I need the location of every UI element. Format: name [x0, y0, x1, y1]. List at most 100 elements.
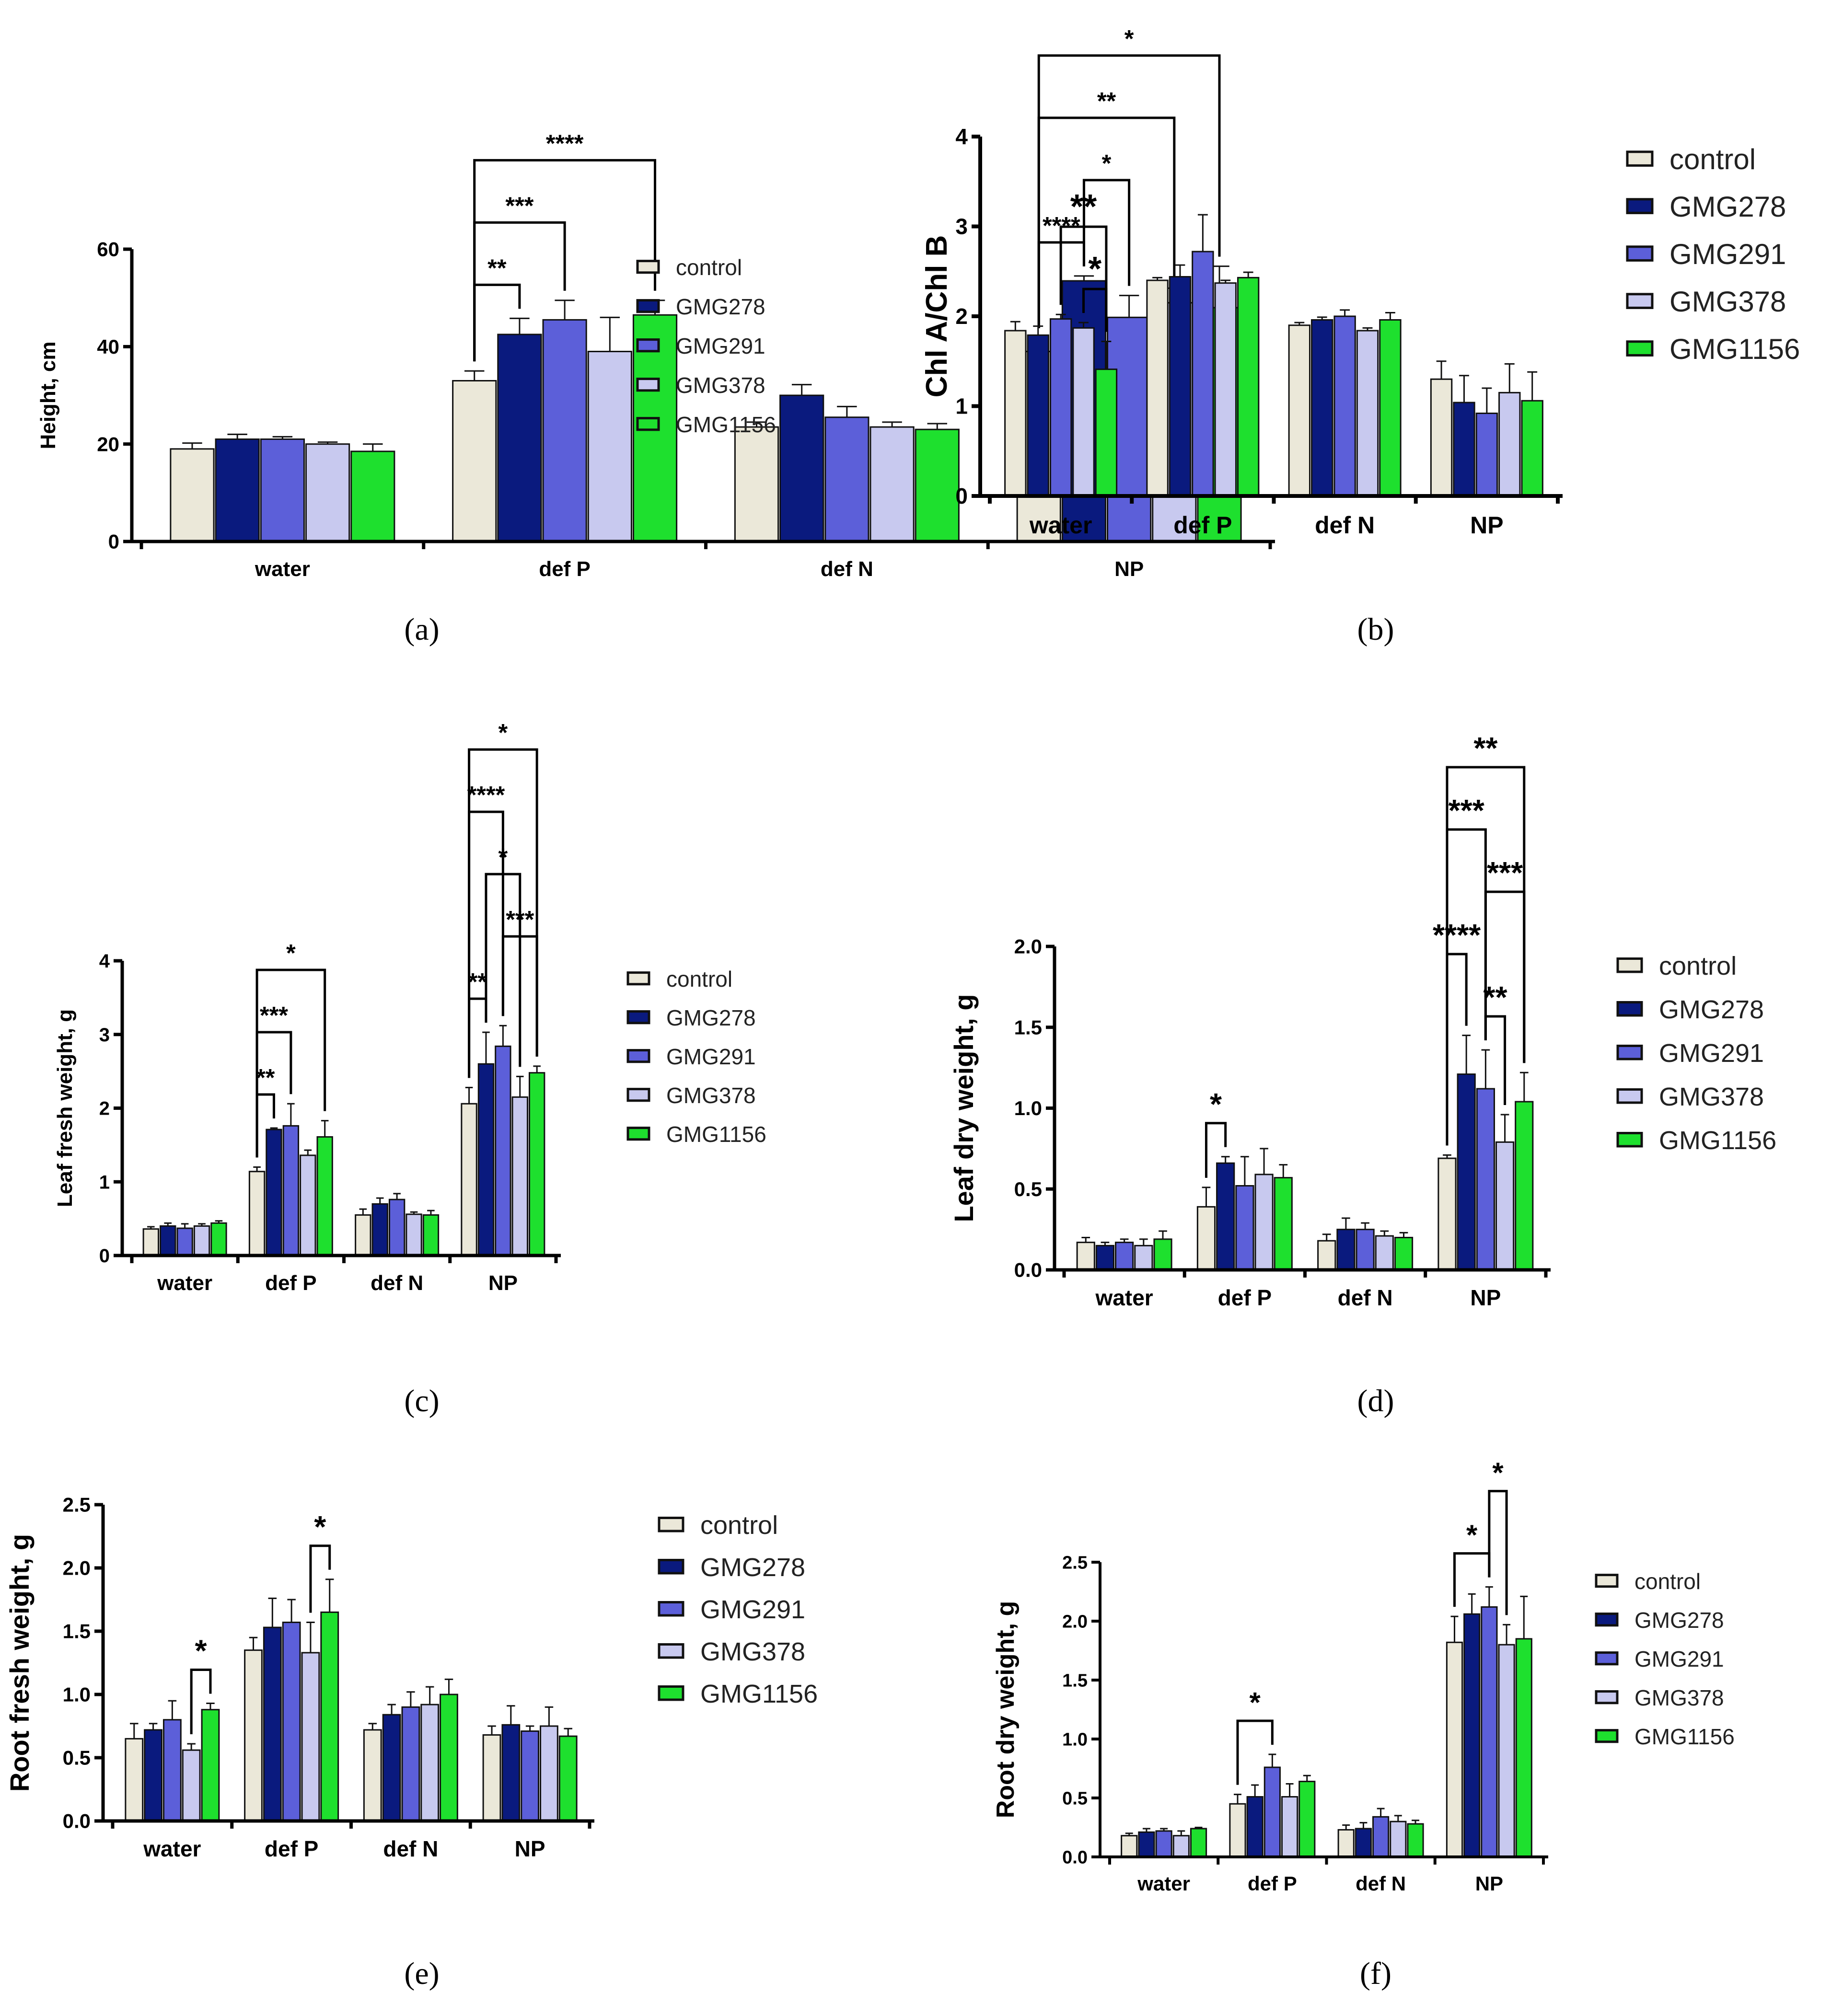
- legend-swatch: [1595, 1651, 1619, 1666]
- significance-bracket: [1488, 1490, 1508, 1615]
- y-tick-label: 1.5: [63, 1620, 91, 1643]
- y-tick-label: 0.5: [1062, 1788, 1088, 1809]
- significance-label: **: [1483, 980, 1507, 1014]
- bar: [1076, 1242, 1095, 1271]
- bar: [282, 1125, 300, 1256]
- y-tick-label: 0.5: [63, 1747, 91, 1769]
- significance-label: *: [1088, 250, 1101, 288]
- legend-label: control: [676, 255, 742, 280]
- y-axis-label: Leaf dry weight, g: [949, 994, 979, 1222]
- significance-label: ***: [260, 1002, 288, 1029]
- legend-label: GMG278: [700, 1553, 805, 1582]
- bar: [1515, 1638, 1532, 1858]
- x-category-label: def N: [1338, 1285, 1393, 1310]
- bar: [1246, 1796, 1263, 1858]
- bar: [477, 1063, 495, 1256]
- x-category-label: def N: [821, 557, 873, 581]
- bar: [1356, 1229, 1375, 1271]
- bar: [1049, 318, 1072, 497]
- bar: [1274, 1177, 1293, 1271]
- bar: [542, 319, 587, 542]
- legend-label: GMG291: [666, 1044, 756, 1069]
- bar: [1134, 1244, 1153, 1271]
- bar: [461, 1103, 477, 1256]
- significance-bracket: [473, 159, 657, 362]
- significance-bracket: [1082, 179, 1131, 286]
- bar: [382, 1714, 401, 1822]
- bar: [1192, 251, 1214, 497]
- bar: [320, 1611, 339, 1822]
- bar: [160, 1225, 176, 1256]
- y-tick-label: 1.5: [1014, 1016, 1042, 1038]
- bar: [301, 1652, 320, 1822]
- y-tick-label: 3: [955, 214, 968, 239]
- bar: [1288, 324, 1311, 497]
- y-tick-label: 0: [955, 484, 968, 508]
- significance-bracket: [1037, 54, 1221, 329]
- bar: [350, 450, 395, 542]
- significance-label: *: [314, 1509, 326, 1544]
- legend-swatch: [626, 1049, 650, 1063]
- significance-label: *: [195, 1633, 207, 1668]
- bar: [1515, 1101, 1534, 1271]
- legend-swatch: [626, 1088, 650, 1102]
- x-category-label: def N: [371, 1271, 423, 1295]
- y-axis-label: Height, cm: [36, 342, 60, 449]
- legend-label: GMG378: [666, 1083, 756, 1108]
- bar: [176, 1227, 193, 1256]
- legend-swatch: [1595, 1729, 1619, 1743]
- legend-swatch: [658, 1685, 684, 1701]
- bar: [528, 1072, 545, 1256]
- bar: [144, 1729, 162, 1822]
- x-category-label: water: [1137, 1872, 1190, 1895]
- y-tick-label: 2.0: [1062, 1612, 1088, 1632]
- bar: [1190, 1828, 1207, 1858]
- bar: [1476, 1088, 1495, 1271]
- panel-caption: (e): [404, 1956, 439, 1991]
- bar: [779, 394, 824, 542]
- y-tick-label: 1.0: [1014, 1097, 1042, 1119]
- bar: [482, 1734, 501, 1822]
- bar: [1457, 1073, 1476, 1271]
- x-category-label: NP: [1475, 1872, 1503, 1895]
- bar: [388, 1198, 406, 1256]
- y-tick-label: 2.5: [1062, 1553, 1088, 1573]
- bar: [1372, 1816, 1390, 1858]
- legend-label: GMG278: [676, 294, 765, 319]
- bar: [263, 1626, 282, 1822]
- bar: [869, 426, 915, 542]
- bar: [1121, 1835, 1138, 1858]
- significance-bracket: [1446, 766, 1526, 1146]
- y-tick-label: 1.0: [1062, 1729, 1088, 1750]
- legend-label: GMG1156: [1634, 1724, 1735, 1749]
- chart-panel-d: 0.0 0.5 1.0 1.5 2.0 Leaf dry weight, g water de…: [949, 731, 1776, 1418]
- legend-label: GMG378: [676, 373, 765, 398]
- bar: [734, 426, 779, 542]
- bar: [1498, 1644, 1515, 1858]
- legend-label: GMG378: [1669, 286, 1786, 318]
- bar: [521, 1730, 540, 1822]
- bar: [1453, 402, 1475, 497]
- legend-label: GMG378: [1634, 1685, 1724, 1710]
- bar: [1196, 1206, 1216, 1271]
- significance-label: ****: [467, 781, 505, 808]
- bar: [1216, 1162, 1235, 1271]
- legend-swatch: [1616, 1088, 1643, 1104]
- bar: [1498, 392, 1521, 497]
- bar: [587, 351, 632, 542]
- legend-label: control: [1634, 1569, 1701, 1594]
- x-category-label: water: [157, 1271, 212, 1295]
- legend-label: GMG1156: [700, 1680, 818, 1708]
- y-tick-label: 20: [97, 433, 119, 455]
- legend-swatch: [626, 971, 650, 986]
- x-category-label: def P: [1173, 512, 1232, 539]
- bar: [540, 1725, 558, 1822]
- bar: [201, 1709, 220, 1822]
- bar: [1356, 330, 1379, 497]
- bar: [1481, 1606, 1498, 1858]
- legend-swatch: [626, 1127, 650, 1141]
- panel-caption: (c): [404, 1383, 439, 1418]
- x-category-label: NP: [1470, 1285, 1501, 1310]
- significance-bracket: [309, 1544, 331, 1613]
